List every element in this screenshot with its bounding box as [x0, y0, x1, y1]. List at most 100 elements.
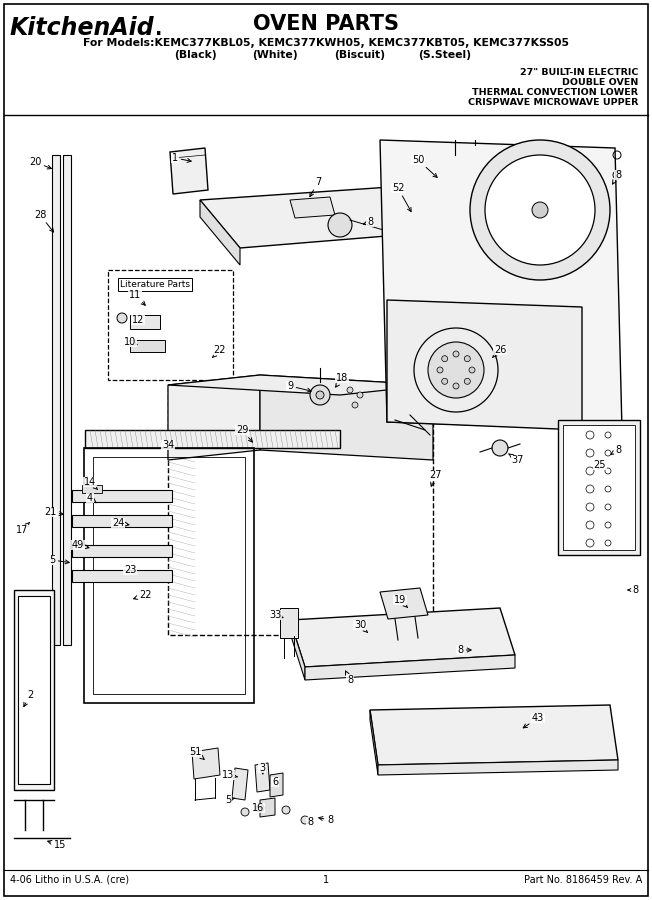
- Circle shape: [469, 367, 475, 373]
- Polygon shape: [305, 655, 515, 680]
- Text: (White): (White): [252, 50, 298, 60]
- Text: 51: 51: [189, 747, 204, 760]
- Bar: [108, 270, 233, 380]
- Text: 8: 8: [319, 815, 333, 825]
- Text: 27" BUILT-IN ELECTRIC: 27" BUILT-IN ELECTRIC: [520, 68, 638, 77]
- Text: Literature Parts: Literature Parts: [120, 280, 190, 289]
- Bar: [168, 385, 433, 635]
- Circle shape: [464, 378, 470, 384]
- Text: (S.Steel): (S.Steel): [419, 50, 471, 60]
- Text: 3: 3: [259, 763, 265, 774]
- Text: 34: 34: [162, 440, 174, 450]
- Text: (Biscuit): (Biscuit): [334, 50, 385, 60]
- Bar: [280, 608, 298, 638]
- Text: 43: 43: [523, 713, 544, 728]
- Bar: [72, 490, 172, 502]
- Text: 8: 8: [363, 217, 373, 227]
- Text: 17: 17: [16, 522, 29, 535]
- Circle shape: [453, 383, 459, 389]
- Text: 9: 9: [287, 381, 311, 392]
- Polygon shape: [170, 148, 208, 194]
- Circle shape: [492, 440, 508, 456]
- Bar: [130, 340, 165, 352]
- Polygon shape: [200, 185, 460, 248]
- Text: CRISPWAVE MICROWAVE UPPER: CRISPWAVE MICROWAVE UPPER: [467, 98, 638, 107]
- Bar: [72, 570, 172, 582]
- Circle shape: [485, 155, 595, 265]
- Text: 20: 20: [29, 157, 52, 169]
- Circle shape: [437, 367, 443, 373]
- Bar: [82, 485, 102, 493]
- Text: 2: 2: [24, 690, 33, 707]
- Circle shape: [241, 808, 249, 816]
- Polygon shape: [168, 375, 260, 460]
- Circle shape: [347, 387, 353, 393]
- Polygon shape: [370, 705, 618, 765]
- Text: 25: 25: [594, 460, 606, 470]
- Circle shape: [352, 402, 358, 408]
- Polygon shape: [192, 748, 220, 779]
- Text: 12: 12: [132, 315, 144, 325]
- Circle shape: [117, 313, 127, 323]
- Text: 21: 21: [44, 507, 63, 517]
- Circle shape: [470, 140, 610, 280]
- Circle shape: [441, 378, 448, 384]
- Text: 10: 10: [124, 337, 137, 347]
- Text: 52: 52: [392, 183, 411, 212]
- Circle shape: [256, 804, 264, 812]
- Circle shape: [316, 391, 324, 399]
- Text: 16: 16: [252, 803, 264, 813]
- Bar: [85, 430, 340, 448]
- Polygon shape: [378, 760, 618, 775]
- Text: OVEN PARTS: OVEN PARTS: [253, 14, 399, 34]
- Text: 24: 24: [111, 518, 129, 528]
- Ellipse shape: [394, 355, 406, 361]
- Bar: [63, 155, 71, 645]
- Polygon shape: [232, 768, 248, 800]
- Text: 22: 22: [134, 590, 151, 600]
- Text: 18: 18: [336, 373, 348, 387]
- Text: THERMAL CONVECTION LOWER: THERMAL CONVECTION LOWER: [472, 88, 638, 97]
- Polygon shape: [380, 588, 428, 619]
- Bar: [18, 596, 50, 784]
- Polygon shape: [387, 300, 582, 430]
- Text: 8: 8: [346, 671, 353, 685]
- Polygon shape: [290, 197, 335, 218]
- Bar: [72, 545, 172, 557]
- Text: Part No. 8186459 Rev. A: Part No. 8186459 Rev. A: [524, 875, 642, 885]
- Text: 49: 49: [72, 540, 89, 550]
- Text: 1: 1: [172, 153, 191, 163]
- Polygon shape: [290, 620, 305, 680]
- Text: 33: 33: [269, 610, 283, 620]
- Text: 8: 8: [457, 645, 471, 655]
- Polygon shape: [270, 773, 283, 797]
- Circle shape: [532, 202, 548, 218]
- Text: 8: 8: [307, 817, 313, 827]
- Text: 28: 28: [34, 210, 53, 232]
- Polygon shape: [370, 710, 378, 775]
- Text: For Models:KEMC377KBL05, KEMC377KWH05, KEMC377KBT05, KEMC377KSS05: For Models:KEMC377KBL05, KEMC377KWH05, K…: [83, 38, 569, 48]
- Text: 30: 30: [354, 620, 368, 633]
- Text: 27: 27: [429, 470, 441, 486]
- Text: 7: 7: [310, 177, 321, 196]
- Polygon shape: [290, 608, 515, 667]
- Bar: [93, 457, 245, 694]
- Text: 6: 6: [272, 777, 278, 787]
- Text: 5: 5: [49, 555, 69, 565]
- Text: 29: 29: [236, 425, 252, 442]
- Ellipse shape: [394, 339, 406, 345]
- Text: 8: 8: [611, 445, 621, 455]
- Circle shape: [301, 816, 309, 824]
- Circle shape: [414, 328, 498, 412]
- Ellipse shape: [394, 371, 406, 377]
- Circle shape: [428, 342, 484, 398]
- Text: 19: 19: [394, 595, 408, 608]
- Circle shape: [464, 356, 470, 362]
- Bar: [14, 590, 54, 790]
- Polygon shape: [255, 763, 270, 792]
- Circle shape: [282, 806, 290, 814]
- Circle shape: [441, 356, 448, 362]
- Text: 1: 1: [323, 875, 329, 885]
- Circle shape: [453, 351, 459, 357]
- Text: 4: 4: [87, 493, 96, 503]
